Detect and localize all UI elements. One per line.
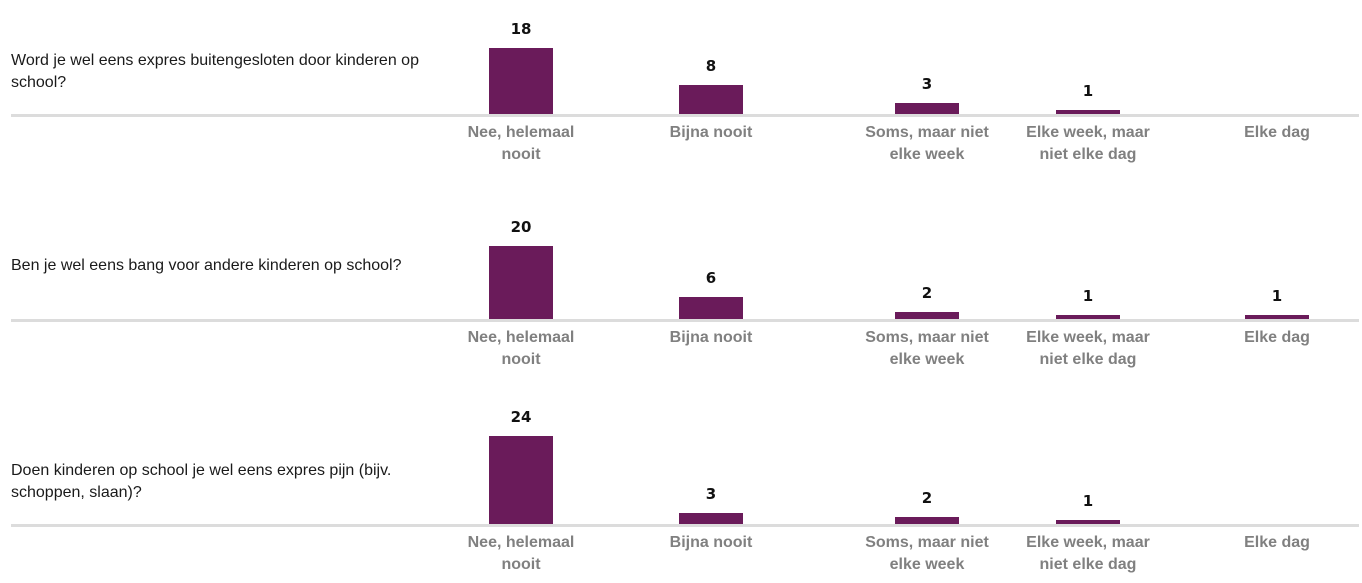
category-label: Elke dag (1187, 532, 1362, 554)
category-label: Elke dag (1187, 122, 1362, 144)
bar (679, 513, 743, 524)
category-label-line: Soms, maar niet (865, 124, 989, 141)
category-label: Elke week, maar niet elke dag (998, 327, 1178, 371)
bar (489, 245, 553, 319)
data-label: 6 (705, 269, 717, 287)
bar (1056, 520, 1120, 524)
bar (1056, 315, 1120, 319)
category-label-line: nooit (501, 556, 541, 573)
category-label-line: nooit (501, 351, 541, 368)
category-label: Bijna nooit (621, 327, 801, 349)
category-label-line: niet elke dag (1039, 351, 1137, 368)
category-label: Elke week, maar niet elke dag (998, 532, 1178, 576)
category-label: Bijna nooit (621, 532, 801, 554)
bar (895, 516, 959, 524)
bar (1245, 315, 1309, 319)
bar (1056, 110, 1120, 114)
bar (489, 436, 553, 524)
bar (679, 297, 743, 319)
category-label-line: Nee, helemaal (467, 329, 575, 346)
category-label-line: elke week (889, 351, 965, 368)
category-label-line: Bijna nooit (669, 534, 753, 551)
data-label: 3 (921, 75, 933, 93)
data-label: 3 (705, 485, 717, 503)
data-label: 8 (705, 56, 717, 75)
category-label-line: Soms, maar niet (865, 329, 989, 346)
category-label-line: Elke dag (1244, 124, 1310, 141)
bar (679, 84, 743, 114)
category-label-line: Elke dag (1244, 534, 1310, 551)
bar (489, 48, 553, 114)
category-label-line: nooit (501, 146, 541, 163)
category-label-line: Nee, helemaal (467, 124, 575, 141)
category-label: Bijna nooit (621, 122, 801, 144)
category-label: Nee, helemaal nooit (431, 122, 611, 166)
bar (895, 311, 959, 319)
data-label: 1 (1271, 287, 1283, 306)
data-label: 1 (1082, 287, 1094, 306)
data-label: 24 (510, 408, 532, 426)
data-label: 1 (1082, 492, 1094, 511)
chart-baseline (11, 114, 1359, 117)
chart-baseline (11, 319, 1359, 322)
question-text: Doen kinderen op school je wel eens expr… (11, 462, 392, 501)
question-text: Word je wel eens expres buitengesloten d… (11, 52, 419, 91)
category-label-line: Elke week, maar (1026, 329, 1150, 346)
data-label: 18 (510, 20, 532, 38)
category-label-line: Bijna nooit (669, 329, 753, 346)
category-label: Soms, maar niet elke week (837, 122, 1017, 166)
category-label-line: Elke week, maar (1026, 534, 1150, 551)
category-label: Elke week, maar niet elke dag (998, 122, 1178, 166)
bar (895, 103, 959, 114)
category-label-line: Elke dag (1244, 329, 1310, 346)
category-label-line: Elke week, maar (1026, 124, 1150, 141)
chart-baseline (11, 524, 1359, 527)
category-label-line: niet elke dag (1039, 556, 1137, 573)
category-label: Soms, maar niet elke week (837, 532, 1017, 576)
category-label: Nee, helemaal nooit (431, 327, 611, 371)
category-label: Elke dag (1187, 327, 1362, 349)
category-label: Nee, helemaal nooit (431, 532, 611, 576)
data-label: 1 (1082, 82, 1094, 101)
data-label: 20 (510, 217, 532, 236)
category-label: Soms, maar niet elke week (837, 327, 1017, 371)
question-text: Ben je wel eens bang voor andere kindere… (11, 257, 402, 274)
category-label-line: Soms, maar niet (865, 534, 989, 551)
category-label-line: Nee, helemaal (467, 534, 575, 551)
category-label-line: Bijna nooit (669, 124, 753, 141)
category-label-line: niet elke dag (1039, 146, 1137, 163)
category-label-line: elke week (889, 556, 965, 573)
data-label: 2 (921, 283, 933, 302)
category-label-line: elke week (889, 146, 965, 163)
data-label: 2 (921, 488, 933, 507)
